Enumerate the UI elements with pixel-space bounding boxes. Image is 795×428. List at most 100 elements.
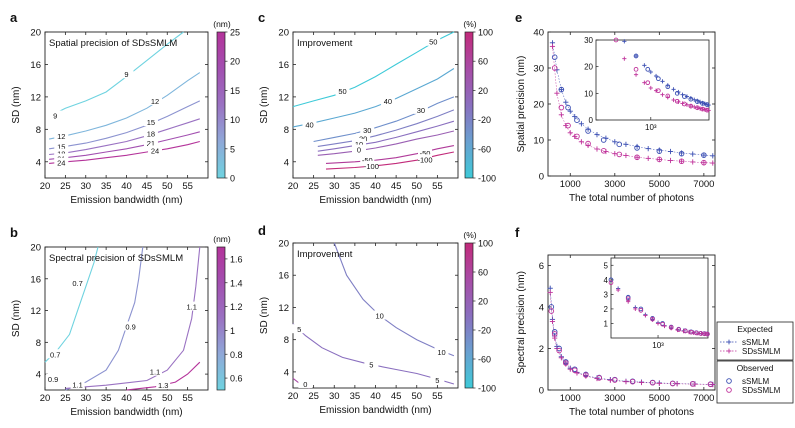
contour-label-bg <box>143 117 158 127</box>
x-tick-label: 55 <box>182 393 193 404</box>
marker-circle <box>726 378 732 384</box>
marker-circle <box>612 377 618 383</box>
marker-circle <box>694 105 700 111</box>
x-tick-label: 30 <box>329 391 340 402</box>
y-tick-label: 8 <box>36 338 41 349</box>
y-tick-label: 4 <box>36 157 41 168</box>
marker-circle <box>656 156 663 163</box>
marker-circle <box>682 328 688 334</box>
marker-circle <box>600 148 607 154</box>
y-tick-label: 12 <box>278 92 289 103</box>
colorbar-tick-label: -60 <box>478 144 491 154</box>
contour-label-bg <box>148 366 163 376</box>
y-tick-label: 8 <box>284 125 289 136</box>
legend-box-expected <box>716 321 794 361</box>
legend-entry: SDsSMLM <box>742 347 781 356</box>
x-tick-label: 1000 <box>560 179 581 190</box>
x-tick-label: 40 <box>370 181 381 192</box>
x-tick-label: 3000 <box>604 393 625 404</box>
x-tick-label: 20 <box>40 181 51 192</box>
marker-circle <box>556 345 562 352</box>
contour-label-bg <box>298 378 313 388</box>
contour-label-bg <box>184 301 199 311</box>
colorbar-tick-label: 20 <box>478 86 488 96</box>
marker-circle <box>704 102 710 107</box>
contour-label: 30 <box>417 106 425 115</box>
inset-y-tick-label: 4 <box>604 276 609 285</box>
contour-label-bg <box>302 119 317 129</box>
marker-circle <box>704 331 710 337</box>
contour-label: 0.7 <box>72 279 82 288</box>
panel-title: Improvement <box>297 249 353 260</box>
colorbar-tick-label: -60 <box>478 355 491 365</box>
contour-label: 30 <box>363 126 371 135</box>
marker-circle <box>613 37 619 43</box>
marker-circle <box>596 375 603 381</box>
marker-circle <box>682 101 687 107</box>
marker-circle <box>629 378 636 385</box>
colorbar-b: 0.6 0.8 1 1.2 1.4 1.6 (nm) <box>213 234 243 391</box>
y-tick-label: 10 <box>533 136 544 147</box>
colorbar-tick-label: 15 <box>230 86 240 96</box>
x-tick-label: 45 <box>391 181 402 192</box>
colorbar-gradient <box>216 31 226 179</box>
colorbar-tick-label: -20 <box>478 326 491 336</box>
contour-label: 5 <box>369 361 373 370</box>
contour-label: 40 <box>384 97 392 106</box>
y-axis-label: Spatial precision (nm) <box>516 56 527 153</box>
marker-circle <box>585 140 591 147</box>
contour-label: 10 <box>375 312 383 321</box>
contour-label-bg <box>54 130 69 140</box>
contour-label: 9 <box>53 112 57 121</box>
x-tick-label: 30 <box>329 181 340 192</box>
panel-letter-c: c <box>258 10 265 25</box>
y-axis-label: SD (nm) <box>11 300 22 337</box>
colorbar-tick-label: 20 <box>478 297 488 307</box>
contour-label-bg <box>356 133 371 143</box>
y-tick-label: 2 <box>539 344 544 355</box>
marker-circle <box>665 84 671 90</box>
x-tick-label: 50 <box>411 391 422 402</box>
contour-line <box>49 131 200 160</box>
contour-line <box>49 118 200 156</box>
y-tick-label: 20 <box>533 100 544 111</box>
marker-circle <box>656 88 661 94</box>
marker-circle <box>625 296 631 302</box>
contour-label: 15 <box>57 142 65 151</box>
y-tick-label: 4 <box>539 302 544 313</box>
x-tick-label: 50 <box>411 181 422 192</box>
contour-line <box>65 246 201 389</box>
contour-line <box>325 145 455 164</box>
panel-title: Improvement <box>297 38 353 49</box>
legend-expected-title: Expected <box>737 324 773 334</box>
marker-circle <box>633 53 639 59</box>
contour-label-bg <box>143 128 158 138</box>
colorbar-tick-label: 0.8 <box>230 350 243 360</box>
marker-circle <box>689 381 696 387</box>
y-tick-label: 16 <box>30 60 41 71</box>
panel-b: 20 25 30 35 40 45 50 55 4 8 12 16 20 Emission bandwid… <box>11 243 209 418</box>
colorbar-tick-label: -20 <box>478 115 491 125</box>
colorbar-d: 100 60 20 -20 -60 -100 (%) <box>463 230 496 394</box>
x-tick-label: 25 <box>60 393 71 404</box>
contour-label: -50 <box>420 149 431 158</box>
x-tick-label: 1000 <box>560 393 581 404</box>
series-sSMLM-expected <box>549 40 716 159</box>
inset-y-tick-label: 20 <box>584 63 593 72</box>
colorbar-tick-label: 0.6 <box>230 374 243 384</box>
y-tick-label: 20 <box>278 28 289 39</box>
contour-label: 10 <box>355 140 363 149</box>
colorbar-tick-label: 25 <box>230 28 240 38</box>
contour-label: 50 <box>338 87 346 96</box>
colorbar-tick-label: -100 <box>478 174 496 184</box>
marker-circle <box>665 93 671 99</box>
marker-circle <box>563 360 569 366</box>
panel-letter-a: a <box>10 10 18 25</box>
marker-circle <box>633 66 639 72</box>
colorbar-tick-label: 5 <box>230 144 235 154</box>
series-line <box>549 292 713 385</box>
contour-label: 12 <box>57 132 65 141</box>
y-tick-label: 40 <box>533 28 544 39</box>
marker-circle <box>556 347 562 354</box>
y-axis-label: SD (nm) <box>259 297 270 334</box>
